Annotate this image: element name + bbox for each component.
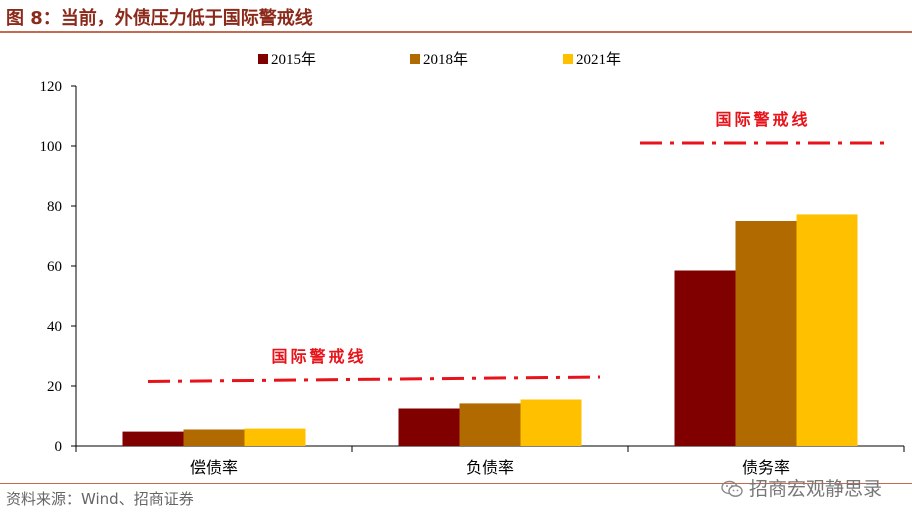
x-category-label: 偿债率: [190, 458, 238, 477]
legend-swatch: [563, 54, 573, 64]
footer-rule: [0, 483, 912, 484]
figure-title: 图 8：当前，外债压力低于国际警戒线: [6, 8, 313, 29]
x-category-label: 负债率: [466, 458, 514, 477]
y-tick-label: 20: [47, 379, 62, 395]
y-tick-label: 80: [47, 199, 62, 215]
bar-2-2: [459, 403, 521, 446]
y-tick-label: 60: [47, 259, 62, 275]
legend-swatch: [258, 54, 268, 64]
bars: [122, 214, 858, 446]
bar-3-3: [796, 214, 858, 446]
bar-1-1: [122, 431, 184, 446]
bar-2-3: [735, 221, 797, 446]
wechat-icon: [721, 480, 743, 497]
legend: 2015年 2018年 2021年: [258, 51, 621, 68]
watermark-text: 招商宏观静思录: [748, 478, 882, 500]
bar-1-2: [398, 408, 460, 446]
legend-label: 2021年: [576, 51, 621, 68]
bar-3-2: [520, 399, 582, 446]
source-note: 资料来源：Wind、招商证券: [6, 490, 194, 508]
y-tick-label: 100: [40, 139, 63, 155]
warning-line-label: 国际警戒线: [715, 110, 810, 129]
axes: 0 20 40 60 80 100 120 偿债率 负债率 债务率: [40, 79, 905, 477]
title-rule: [0, 31, 912, 33]
watermark: 招商宏观静思录: [721, 474, 882, 501]
bar-3-1: [244, 428, 306, 446]
bar-2-1: [183, 429, 245, 446]
legend-label: 2015年: [271, 51, 316, 68]
x-category-label: 债务率: [742, 458, 790, 477]
y-tick-label: 0: [55, 439, 63, 455]
warning-line: [147, 375, 601, 383]
warning-line-label: 国际警戒线: [271, 347, 366, 366]
legend-swatch: [410, 54, 420, 64]
bar-1-3: [674, 270, 736, 446]
bar-chart: 2015年 2018年 2021年 0 20 40 60 80 100 120 偿债率 负债率 债务率…: [40, 51, 905, 477]
legend-label: 2018年: [423, 51, 468, 68]
y-tick-label: 40: [47, 319, 62, 335]
y-tick-label: 120: [40, 79, 63, 95]
